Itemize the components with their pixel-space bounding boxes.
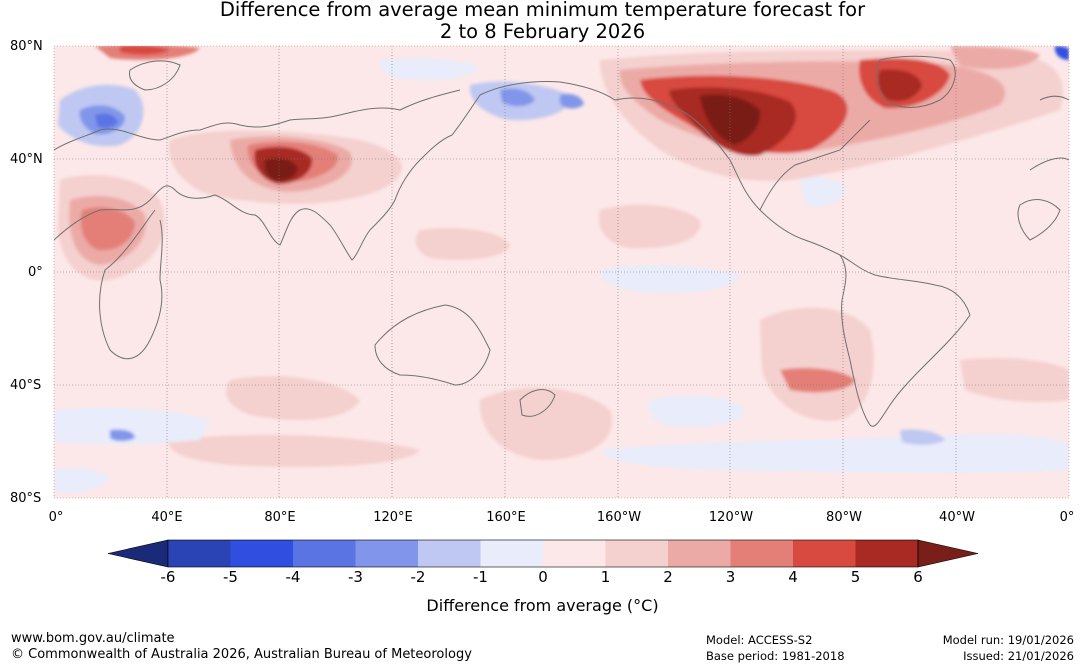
- colorbar-segment: [605, 540, 668, 567]
- colorbar-tick-label: -6: [160, 568, 176, 586]
- colorbar-frame: [167, 539, 919, 568]
- graticule: [54, 46, 1069, 498]
- colorbar-segment: [793, 540, 856, 567]
- colorbar-segment: [543, 540, 606, 567]
- colorbar-segment: [355, 540, 418, 567]
- colorbar-tick-label: 3: [725, 568, 736, 586]
- colorbar-tick-label: -5: [223, 568, 238, 586]
- colorbar-tick-label: 4: [788, 568, 798, 586]
- lon-label-0-left: 0°: [48, 510, 64, 525]
- model-run-date: Model run: 19/01/2026: [942, 633, 1074, 647]
- lon-label-120e: 120°E: [373, 510, 413, 525]
- copyright-text: © Commonwealth of Australia 2026, Austra…: [11, 647, 472, 662]
- colorbar-tick-label: 2: [663, 568, 673, 586]
- lat-label-40n: 40°N: [10, 152, 43, 167]
- issued-date: Issued: 21/01/2026: [963, 649, 1074, 663]
- lon-label-80e: 80°E: [264, 510, 296, 525]
- chart-title-line-1: Difference from average mean minimum tem…: [219, 0, 866, 21]
- colorbar-tick-label: -4: [285, 568, 301, 586]
- colorbar-segment: [168, 540, 231, 567]
- colorbar-tick-label: 6: [913, 568, 923, 586]
- map-frame: [53, 45, 1070, 499]
- website-link[interactable]: www.bom.gov.au/climate: [11, 631, 175, 646]
- colorbar-tick-label: -3: [348, 568, 363, 586]
- coastlines: [54, 55, 1069, 427]
- colorbar-tick-label: -2: [410, 568, 426, 586]
- colorbar-segment: [293, 540, 356, 567]
- lon-label-160e: 160°E: [486, 510, 526, 525]
- colorbar-extend-high: [917, 539, 979, 568]
- lat-label-40s: 40°S: [10, 378, 42, 393]
- lon-label-160w: 160°W: [596, 510, 642, 525]
- colorbar-segment: [418, 540, 481, 567]
- lon-label-120w: 120°W: [708, 510, 754, 525]
- colorbar-tick-label: 5: [850, 568, 861, 586]
- colorbar-segment: [730, 540, 793, 567]
- lon-label-80w: 80°W: [826, 510, 862, 525]
- lon-label-40w: 40°W: [939, 510, 975, 525]
- colorbar-segment: [480, 540, 543, 567]
- lon-label-40e: 40°E: [151, 510, 183, 525]
- colorbar-label: Difference from average (°C): [426, 596, 659, 615]
- lat-label-80n: 80°N: [10, 39, 43, 54]
- lon-label-0-right: 0°: [1059, 510, 1075, 525]
- colorbar-tick-label: -1: [473, 568, 488, 586]
- colorbar-segment: [230, 540, 293, 567]
- base-period: Base period: 1981-2018: [706, 649, 845, 663]
- colorbar-tick-label: 0: [538, 568, 548, 586]
- colorbar-extend-low: [107, 539, 169, 568]
- colorbar-segment: [668, 540, 731, 567]
- model-name: Model: ACCESS-S2: [706, 633, 813, 647]
- colorbar-tick-label: 1: [600, 568, 611, 586]
- colorbar-segment: [855, 540, 918, 567]
- anomaly-shading: [54, 46, 1069, 493]
- lat-label-80s: 80°S: [10, 491, 42, 506]
- lat-label-equator: 0°: [28, 265, 43, 280]
- chart-title-line-2: 2 to 8 February 2026: [439, 20, 646, 43]
